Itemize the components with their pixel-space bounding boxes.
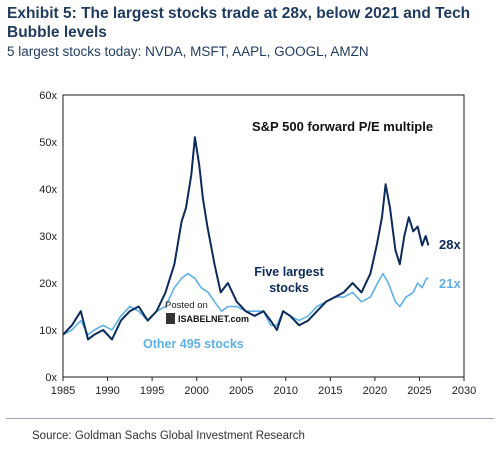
end-label-top5: 28x (439, 237, 461, 252)
x-tick-label: 2005 (229, 385, 253, 397)
watermark-line1: Posted on (165, 300, 208, 311)
chart-title: S&P 500 forward P/E multiple (252, 119, 433, 134)
x-tick-label: 1995 (140, 385, 164, 397)
x-axis: 1985 1990 1995 2000 2005 2010 2015 2020 2025 2030 (51, 377, 476, 397)
annotation-other-495: Other 495 stocks (143, 337, 244, 351)
x-tick-label: 2010 (274, 385, 298, 397)
y-tick-label: 40x (39, 184, 57, 196)
y-tick-label: 20x (39, 278, 57, 290)
x-tick-label: 2025 (407, 385, 431, 397)
source-note: Source: Goldman Sachs Global Investment … (32, 430, 305, 442)
y-axis: 0x 10x 20x 30x 40x 50x 60x (39, 90, 57, 384)
x-tick-label: 2000 (184, 385, 208, 397)
exhibit-subtitle: 5 largest stocks today: NVDA, MSFT, AAPL… (7, 44, 369, 59)
watermark-icon (166, 313, 175, 324)
annotation-five-largest-line1: Five largest (254, 265, 324, 279)
y-tick-label: 60x (39, 90, 57, 102)
x-tick-label: 2015 (318, 385, 342, 397)
x-tick-label: 1985 (51, 385, 75, 397)
end-label-other: 21x (439, 276, 461, 291)
y-tick-label: 50x (39, 137, 57, 149)
x-tick-label: 1990 (95, 385, 119, 397)
y-tick-label: 30x (39, 231, 57, 243)
exhibit-title: Exhibit 5: The largest stocks trade at 2… (7, 5, 471, 41)
series-line-other-495 (62, 272, 429, 336)
x-tick-label: 2020 (363, 385, 387, 397)
annotation-five-largest-line2: stocks (269, 281, 309, 295)
y-tick-label: 10x (39, 325, 57, 337)
footer-divider (6, 418, 494, 419)
series-line-five-largest (62, 136, 430, 341)
x-tick-label: 2030 (452, 385, 476, 397)
watermark: Posted on ISABELNET.com (165, 300, 249, 324)
plot-frame (62, 94, 465, 378)
watermark-line2: ISABELNET.com (178, 314, 249, 324)
y-tick-label: 0x (45, 372, 57, 384)
